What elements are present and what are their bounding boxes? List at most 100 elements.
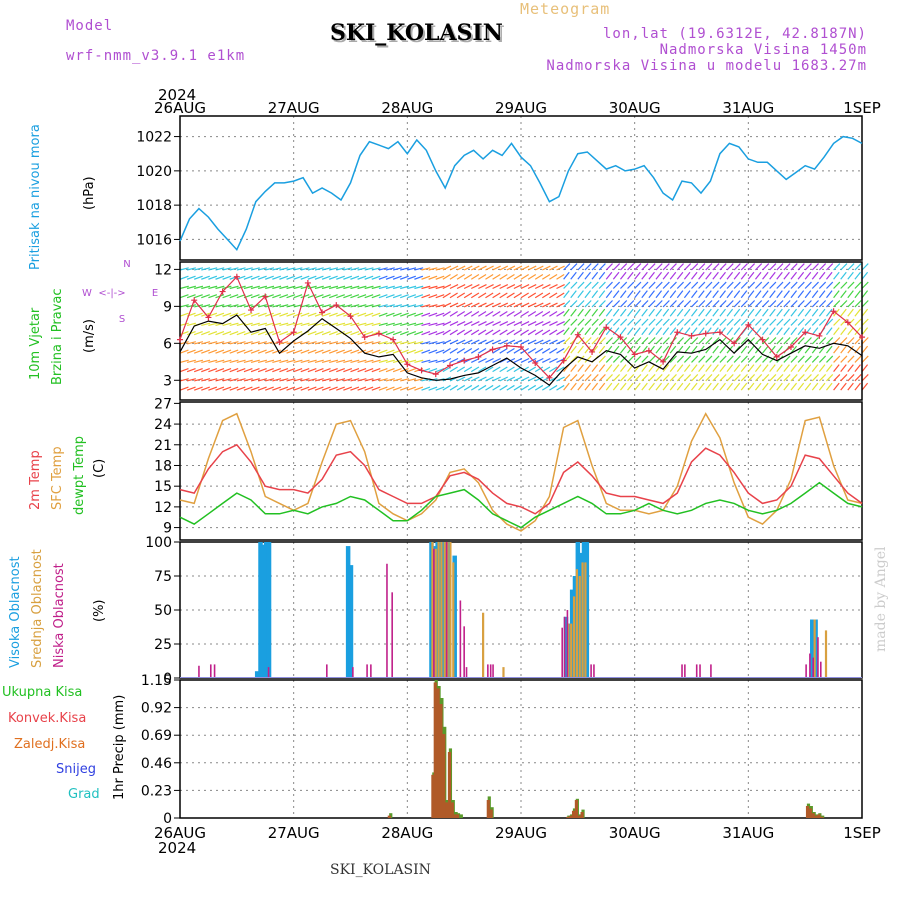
wind-barb xyxy=(634,271,641,280)
wind-barb xyxy=(726,374,734,382)
wind-barb xyxy=(783,374,791,382)
wind-barb xyxy=(549,292,558,299)
y-tick-label: 1.15 xyxy=(141,673,172,689)
wind-barb xyxy=(669,345,677,354)
wind-barb xyxy=(861,327,869,336)
high-cloud-bar xyxy=(452,555,457,677)
wind-barb xyxy=(471,321,480,326)
wind-speed-line-point xyxy=(830,308,837,315)
wind-barb xyxy=(648,318,656,326)
wind-barb xyxy=(414,341,424,345)
wind-barb xyxy=(314,267,324,271)
wind-barb xyxy=(776,290,783,299)
high-cloud-bar xyxy=(345,546,351,677)
wind-barb xyxy=(307,322,317,327)
wind-barb xyxy=(435,368,445,373)
wind-barb xyxy=(733,382,741,391)
wind-barb xyxy=(754,382,762,391)
wind-barb xyxy=(371,386,381,391)
wind-barb xyxy=(336,349,345,354)
wind-barb xyxy=(463,329,473,336)
wind-barb xyxy=(371,267,381,271)
wind-barb xyxy=(400,267,410,271)
wind-barb xyxy=(769,308,776,317)
wind-barb xyxy=(385,285,395,290)
wind-barb xyxy=(343,285,353,290)
wind-barb xyxy=(357,294,367,299)
wind-barb xyxy=(705,281,713,289)
wind-barb xyxy=(705,345,712,354)
wind-barb xyxy=(726,281,734,289)
wind-barb xyxy=(293,275,303,280)
wind-barb xyxy=(655,290,663,299)
wind-barb xyxy=(194,285,204,290)
wind-barb xyxy=(435,294,445,299)
wind-barb xyxy=(265,304,275,308)
wind-barb xyxy=(563,345,570,354)
wind-barb xyxy=(222,304,232,308)
wind-barb xyxy=(676,374,684,382)
wind-barb xyxy=(591,318,599,326)
wind-barb xyxy=(336,285,346,290)
wind-barb xyxy=(392,267,402,271)
wind-barb xyxy=(797,271,805,280)
wind-barb xyxy=(478,366,487,373)
wind-barb xyxy=(343,294,353,299)
wind-barb xyxy=(534,265,544,271)
wind-barb xyxy=(691,271,698,280)
wind-barb xyxy=(250,386,260,391)
wind-barb xyxy=(676,290,684,299)
wind-speed-line-point xyxy=(404,361,411,368)
high-cloud-bar xyxy=(261,544,266,677)
wind-barb xyxy=(840,271,847,280)
wind-barb xyxy=(272,359,282,364)
wind-barb xyxy=(307,331,317,336)
wind-barb xyxy=(549,357,558,363)
wind-barb xyxy=(669,290,677,299)
wind-barb xyxy=(683,345,691,354)
wind-barb xyxy=(506,347,515,354)
wind-barb xyxy=(691,337,699,345)
wind-barb xyxy=(783,281,791,289)
wind-barb xyxy=(428,285,438,290)
wind-barb xyxy=(485,329,494,336)
wind-barb xyxy=(272,285,282,290)
wind-barb xyxy=(520,265,530,271)
wind-barb xyxy=(833,364,840,373)
wind-barb xyxy=(619,364,627,373)
wind-barb xyxy=(769,300,777,308)
y-tick-label: 12 xyxy=(154,500,172,516)
wind-barb xyxy=(563,263,571,271)
wind-barb xyxy=(456,366,466,373)
wind-barb xyxy=(755,300,763,308)
x-day-label-top: 29AUG xyxy=(495,99,547,117)
wind-barb xyxy=(208,331,218,336)
wind-barb xyxy=(307,368,317,373)
wind-barb xyxy=(513,310,522,317)
wind-barb xyxy=(847,271,854,280)
wind-barb xyxy=(506,284,516,290)
wind-barb xyxy=(300,349,310,354)
wind-barb xyxy=(605,281,613,289)
wind-barb xyxy=(733,308,741,317)
wind-barb xyxy=(634,337,642,345)
wind-barb xyxy=(818,308,826,317)
wind-barb xyxy=(179,322,189,327)
wind-barb xyxy=(648,308,655,317)
wind-barb xyxy=(662,318,670,326)
wind-barb xyxy=(414,312,424,317)
wind-barb xyxy=(421,304,431,308)
wind-barb xyxy=(499,310,508,317)
wind-barb xyxy=(676,337,684,345)
wind-barb xyxy=(357,359,367,364)
wind-barb xyxy=(612,337,621,345)
wind-barb xyxy=(740,318,748,326)
y-tick-label: 0.23 xyxy=(141,783,172,799)
wind-barb xyxy=(563,300,571,308)
wind-barb xyxy=(584,300,592,308)
wind-barb xyxy=(279,312,289,317)
low-cloud-bar xyxy=(805,664,807,677)
wind-barb xyxy=(385,331,395,336)
model-elevation-text: Nadmorska Visina u modelu 1683.27m xyxy=(546,58,867,74)
wind-barb xyxy=(534,284,544,290)
